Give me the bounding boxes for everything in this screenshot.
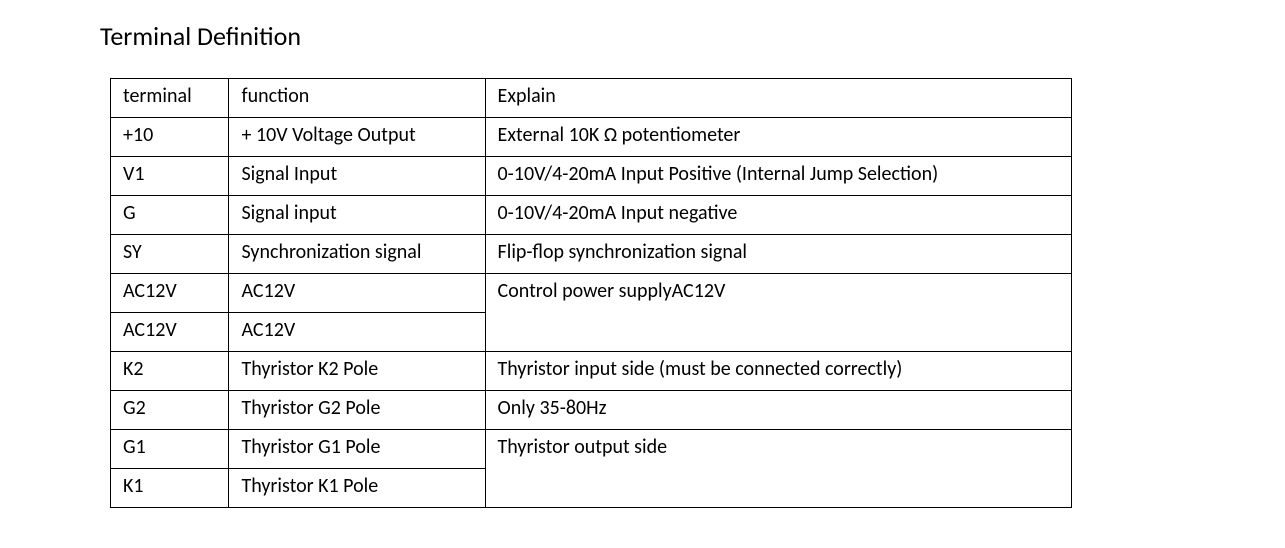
cell-terminal: K1	[111, 469, 229, 508]
table-row: G Signal input 0-10V/4-20mA Input negati…	[111, 196, 1072, 235]
table-row: SY Synchronization signal Flip-flop sync…	[111, 235, 1072, 274]
cell-function: Thyristor G1 Pole	[229, 430, 485, 469]
cell-function: Synchronization signal	[229, 235, 485, 274]
header-function: function	[229, 79, 485, 118]
terminal-table: terminal function Explain +10 + 10V Volt…	[110, 78, 1072, 508]
cell-terminal: G1	[111, 430, 229, 469]
cell-function: Thyristor K2 Pole	[229, 352, 485, 391]
cell-explain: Control power supplyAC12V	[485, 274, 1071, 352]
cell-function: Signal Input	[229, 157, 485, 196]
terminal-table-wrapper: terminal function Explain +10 + 10V Volt…	[110, 78, 1195, 508]
page-title: Terminal Definition	[100, 20, 1195, 52]
table-row: +10 + 10V Voltage Output External 10K Ω …	[111, 118, 1072, 157]
cell-function: AC12V	[229, 313, 485, 352]
cell-explain: 0-10V/4-20mA Input negative	[485, 196, 1071, 235]
table-row: V1 Signal Input 0-10V/4-20mA Input Posit…	[111, 157, 1072, 196]
cell-terminal: G	[111, 196, 229, 235]
cell-function: Signal input	[229, 196, 485, 235]
cell-explain: 0-10V/4-20mA Input Positive (Internal Ju…	[485, 157, 1071, 196]
cell-terminal: V1	[111, 157, 229, 196]
cell-function: + 10V Voltage Output	[229, 118, 485, 157]
header-terminal: terminal	[111, 79, 229, 118]
cell-terminal: AC12V	[111, 313, 229, 352]
cell-explain: External 10K Ω potentiometer	[485, 118, 1071, 157]
table-row: G1 Thyristor G1 Pole Thyristor output si…	[111, 430, 1072, 469]
table-header-row: terminal function Explain	[111, 79, 1072, 118]
cell-explain: Flip-flop synchronization signal	[485, 235, 1071, 274]
table-row: G2 Thyristor G2 Pole Only 35-80Hz	[111, 391, 1072, 430]
cell-terminal: +10	[111, 118, 229, 157]
cell-terminal: AC12V	[111, 274, 229, 313]
cell-explain: Only 35-80Hz	[485, 391, 1071, 430]
cell-function: Thyristor G2 Pole	[229, 391, 485, 430]
cell-terminal: G2	[111, 391, 229, 430]
cell-explain: Thyristor input side (must be connected …	[485, 352, 1071, 391]
table-row: AC12V AC12V Control power supplyAC12V	[111, 274, 1072, 313]
cell-explain: Thyristor output side	[485, 430, 1071, 508]
cell-terminal: K2	[111, 352, 229, 391]
cell-terminal: SY	[111, 235, 229, 274]
header-explain: Explain	[485, 79, 1071, 118]
cell-function: Thyristor K1 Pole	[229, 469, 485, 508]
table-row: K2 Thyristor K2 Pole Thyristor input sid…	[111, 352, 1072, 391]
cell-function: AC12V	[229, 274, 485, 313]
